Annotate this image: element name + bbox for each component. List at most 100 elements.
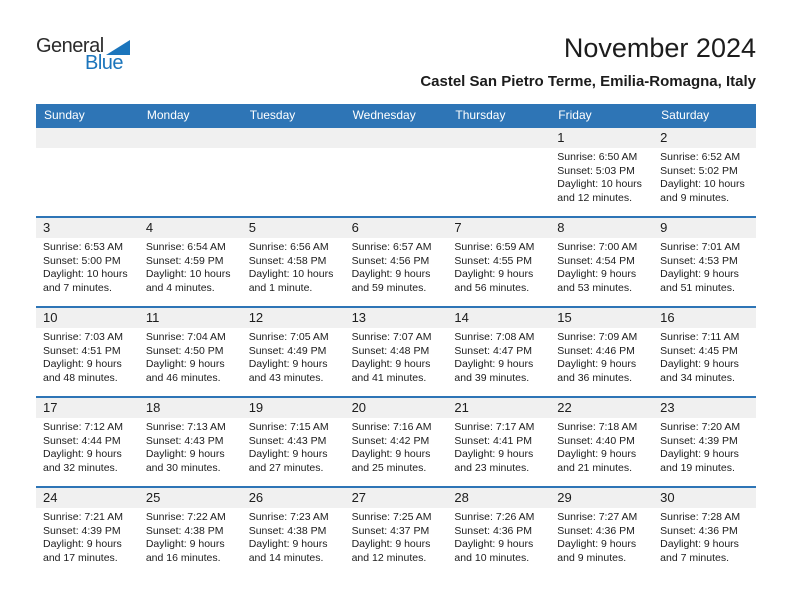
day-details: Sunrise: 7:27 AM Sunset: 4:36 PM Daylight:… xyxy=(550,508,653,565)
day-cell-25: 25 Sunrise: 7:22 AM Sunset: 4:38 PM Dayligh… xyxy=(138,488,242,576)
day-number: 13 xyxy=(344,308,448,328)
detail-line: Sunrise: 7:08 AM xyxy=(454,331,535,343)
detail-line: Sunrise: 6:57 AM xyxy=(351,241,432,253)
day-number xyxy=(447,128,551,148)
day-cell-4: 4 Sunrise: 6:54 AM Sunset: 4:59 PM Daylight… xyxy=(138,218,242,306)
detail-line: Sunset: 4:37 PM xyxy=(351,524,430,537)
day-cell-22: 22 Sunrise: 7:18 AM Sunset: 4:40 PM Dayligh… xyxy=(550,398,654,486)
day-details xyxy=(345,148,448,151)
day-cell-12: 12 Sunrise: 7:05 AM Sunset: 4:49 PM Dayligh… xyxy=(241,308,345,396)
detail-line: Daylight: 9 hours and 56 minutes. xyxy=(454,268,534,294)
weekday-header-thursday: Thursday xyxy=(455,108,506,122)
day-cell-9: 9 Sunrise: 7:01 AM Sunset: 4:53 PM Daylight… xyxy=(653,218,756,306)
detail-line: Sunrise: 7:00 AM xyxy=(557,241,638,253)
detail-line: Sunrise: 7:15 AM xyxy=(248,421,329,433)
detail-line: Sunrise: 6:50 AM xyxy=(557,151,638,163)
detail-line: Daylight: 10 hours and 1 minute. xyxy=(248,268,334,294)
detail-line: Sunrise: 7:01 AM xyxy=(660,241,741,253)
day-details: Sunrise: 7:26 AM Sunset: 4:36 PM Daylight:… xyxy=(447,508,550,565)
detail-line: Daylight: 9 hours and 23 minutes. xyxy=(454,448,534,474)
day-number: 17 xyxy=(36,398,139,418)
detail-line: Daylight: 9 hours and 25 minutes. xyxy=(351,448,431,474)
detail-line: Sunrise: 7:12 AM xyxy=(43,421,123,433)
detail-line: Daylight: 9 hours and 43 minutes. xyxy=(248,358,328,384)
detail-line: Daylight: 9 hours and 48 minutes. xyxy=(43,358,122,384)
day-details: Sunrise: 6:57 AM Sunset: 4:56 PM Daylight:… xyxy=(345,238,448,295)
detail-line: Daylight: 9 hours and 59 minutes. xyxy=(351,268,431,294)
detail-line: Daylight: 10 hours and 9 minutes. xyxy=(660,178,745,204)
detail-line: Sunrise: 7:18 AM xyxy=(557,421,638,433)
day-cell-10: 10 Sunrise: 7:03 AM Sunset: 4:51 PM Dayligh… xyxy=(36,308,139,396)
detail-line: Sunset: 5:00 PM xyxy=(43,254,121,267)
day-details: Sunrise: 7:03 AM Sunset: 4:51 PM Daylight:… xyxy=(36,328,139,385)
weekday-header-sunday: Sunday xyxy=(44,108,85,122)
day-cell-30: 30 Sunrise: 7:28 AM Sunset: 4:36 PM Dayligh… xyxy=(653,488,756,576)
day-cell-26: 26 Sunrise: 7:23 AM Sunset: 4:38 PM Dayligh… xyxy=(241,488,345,576)
detail-line: Sunset: 4:40 PM xyxy=(557,434,635,447)
day-details: Sunrise: 7:23 AM Sunset: 4:38 PM Daylight:… xyxy=(242,508,345,565)
detail-line: Sunrise: 6:53 AM xyxy=(43,241,123,253)
day-details: Sunrise: 6:59 AM Sunset: 4:55 PM Daylight:… xyxy=(447,238,550,295)
detail-line: Sunset: 4:43 PM xyxy=(145,434,224,447)
detail-line: Daylight: 9 hours and 36 minutes. xyxy=(557,358,637,384)
day-cell-19: 19 Sunrise: 7:15 AM Sunset: 4:43 PM Dayligh… xyxy=(241,398,345,486)
week-row-5: 24 Sunrise: 7:21 AM Sunset: 4:39 PM Dayligh… xyxy=(36,486,756,576)
detail-line: Sunset: 4:45 PM xyxy=(660,344,738,357)
detail-line: Sunrise: 6:52 AM xyxy=(660,151,741,163)
day-cell-20: 20 Sunrise: 7:16 AM Sunset: 4:42 PM Dayligh… xyxy=(344,398,448,486)
day-number xyxy=(344,128,448,148)
detail-line: Sunset: 4:48 PM xyxy=(351,344,430,357)
day-details: Sunrise: 7:04 AM Sunset: 4:50 PM Daylight:… xyxy=(139,328,242,385)
detail-line: Sunset: 4:41 PM xyxy=(454,434,533,447)
detail-line: Sunrise: 7:25 AM xyxy=(351,511,432,523)
detail-line: Sunset: 4:59 PM xyxy=(145,254,224,267)
day-number: 23 xyxy=(653,398,756,418)
general-blue-logo: General Blue xyxy=(36,36,130,73)
detail-line: Sunset: 4:56 PM xyxy=(351,254,430,267)
day-details: Sunrise: 6:50 AM Sunset: 5:03 PM Daylight:… xyxy=(550,148,653,205)
day-details: Sunrise: 7:16 AM Sunset: 4:42 PM Daylight:… xyxy=(345,418,448,475)
day-details xyxy=(36,148,139,151)
day-number: 24 xyxy=(36,488,139,508)
day-details: Sunrise: 7:15 AM Sunset: 4:43 PM Daylight:… xyxy=(242,418,345,475)
day-details: Sunrise: 7:08 AM Sunset: 4:47 PM Daylight:… xyxy=(447,328,550,385)
day-details: Sunrise: 7:17 AM Sunset: 4:41 PM Daylight:… xyxy=(447,418,550,475)
logo-text-general: General xyxy=(36,35,104,57)
detail-line: Daylight: 9 hours and 12 minutes. xyxy=(351,538,431,564)
detail-line: Sunrise: 6:54 AM xyxy=(145,241,226,253)
day-cell-2: 2 Sunrise: 6:52 AM Sunset: 5:02 PM Daylight… xyxy=(653,128,756,216)
day-number: 27 xyxy=(344,488,448,508)
day-details: Sunrise: 7:05 AM Sunset: 4:49 PM Daylight:… xyxy=(242,328,345,385)
detail-line: Daylight: 10 hours and 12 minutes. xyxy=(557,178,642,204)
detail-line: Sunset: 4:46 PM xyxy=(557,344,635,357)
detail-line: Sunrise: 7:16 AM xyxy=(351,421,432,433)
day-number: 28 xyxy=(447,488,551,508)
detail-line: Daylight: 9 hours and 21 minutes. xyxy=(557,448,637,474)
calendar: Sunday Monday Tuesday Wednesday Thursday Frid… xyxy=(36,104,756,576)
detail-line: Daylight: 9 hours and 19 minutes. xyxy=(660,448,739,474)
day-cell-11: 11 Sunrise: 7:04 AM Sunset: 4:50 PM Dayligh… xyxy=(138,308,242,396)
detail-line: Daylight: 9 hours and 14 minutes. xyxy=(248,538,328,564)
day-cell-15: 15 Sunrise: 7:09 AM Sunset: 4:46 PM Dayligh… xyxy=(550,308,654,396)
detail-line: Daylight: 9 hours and 17 minutes. xyxy=(43,538,122,564)
day-number: 2 xyxy=(653,128,756,148)
detail-line: Sunset: 4:39 PM xyxy=(43,524,121,537)
detail-line: Sunset: 4:47 PM xyxy=(454,344,533,357)
day-number: 18 xyxy=(138,398,242,418)
day-cell-1: 1 Sunrise: 6:50 AM Sunset: 5:03 PM Daylight… xyxy=(550,128,654,216)
day-cell-21: 21 Sunrise: 7:17 AM Sunset: 4:41 PM Dayligh… xyxy=(447,398,551,486)
detail-line: Sunrise: 7:23 AM xyxy=(248,511,329,523)
detail-line: Sunset: 4:51 PM xyxy=(43,344,121,357)
day-details: Sunrise: 7:22 AM Sunset: 4:38 PM Daylight:… xyxy=(139,508,242,565)
detail-line: Daylight: 9 hours and 27 minutes. xyxy=(248,448,328,474)
day-number: 25 xyxy=(138,488,242,508)
detail-line: Daylight: 9 hours and 53 minutes. xyxy=(557,268,637,294)
week-row-4: 17 Sunrise: 7:12 AM Sunset: 4:44 PM Dayligh… xyxy=(36,396,756,486)
detail-line: Daylight: 9 hours and 51 minutes. xyxy=(660,268,739,294)
day-number: 9 xyxy=(653,218,756,238)
detail-line: Sunset: 4:54 PM xyxy=(557,254,635,267)
day-number: 30 xyxy=(653,488,756,508)
detail-line: Sunrise: 7:04 AM xyxy=(145,331,226,343)
day-number: 3 xyxy=(36,218,139,238)
day-cell-3: 3 Sunrise: 6:53 AM Sunset: 5:00 PM Daylight… xyxy=(36,218,139,306)
